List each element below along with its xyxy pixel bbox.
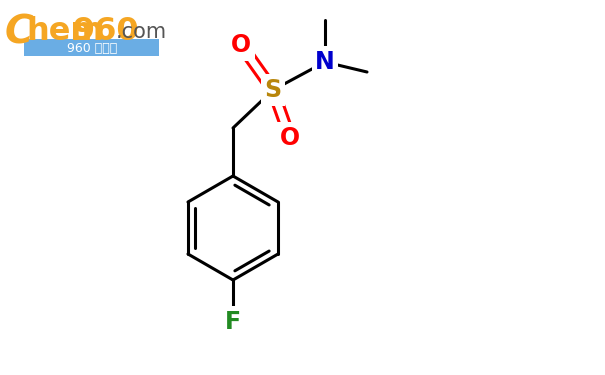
Text: N: N (315, 50, 335, 74)
Text: 960 化工网: 960 化工网 (67, 42, 117, 54)
FancyBboxPatch shape (4, 2, 164, 56)
Text: hem: hem (26, 16, 103, 48)
Text: O: O (280, 126, 300, 150)
Text: .com: .com (116, 22, 167, 42)
Text: F: F (225, 310, 241, 334)
Text: C: C (5, 13, 33, 51)
Text: 960: 960 (72, 16, 139, 48)
FancyBboxPatch shape (24, 39, 159, 56)
Text: O: O (231, 33, 251, 57)
Text: S: S (264, 78, 281, 102)
